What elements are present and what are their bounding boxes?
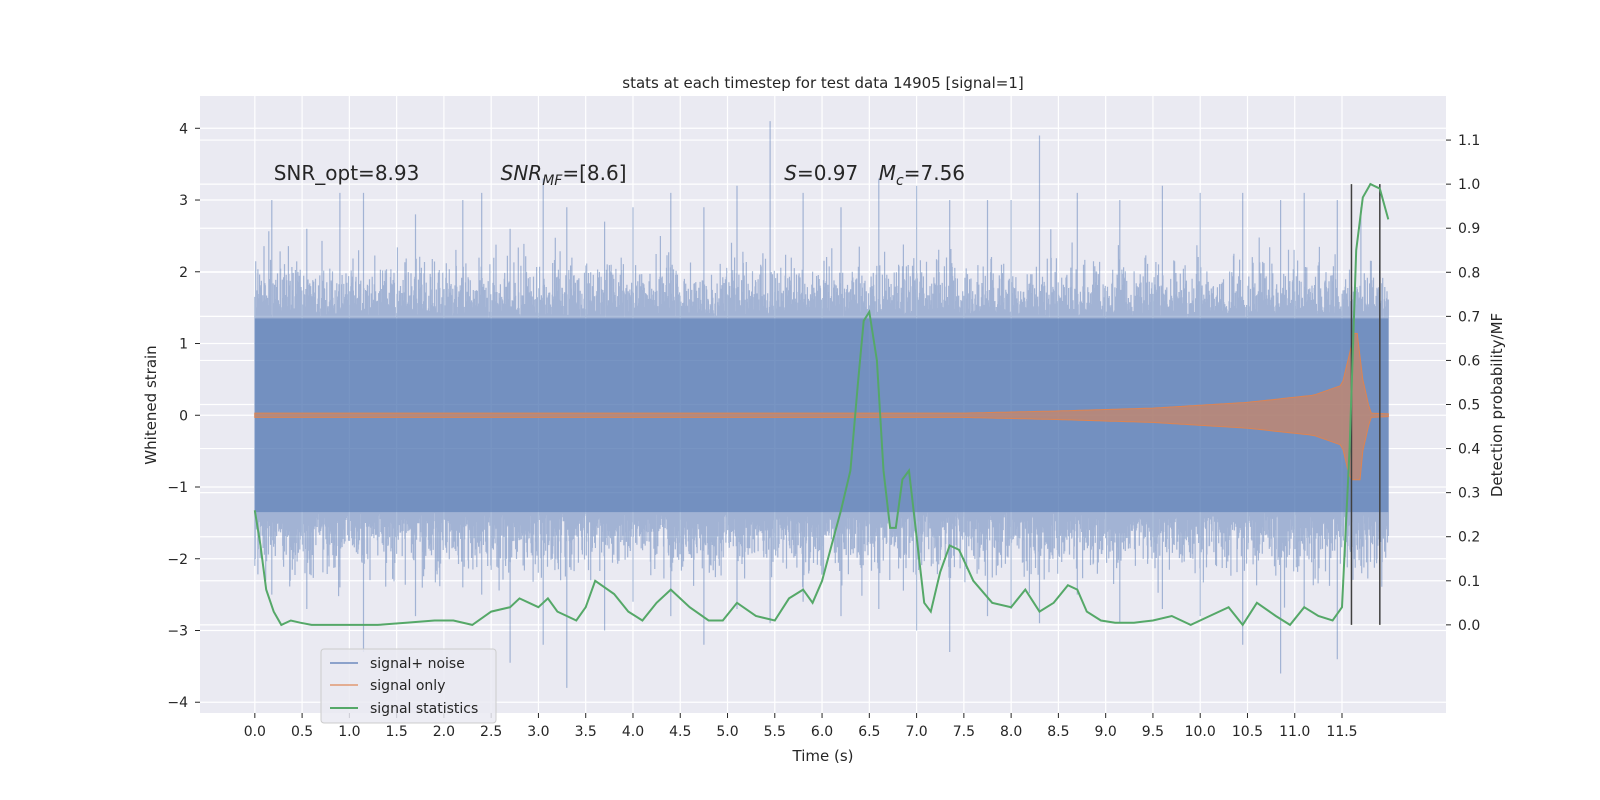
x-tick-label: 3.0 [527,724,549,740]
y-left-tick-label: 0 [179,408,188,424]
y-right-tick-label: 0.3 [1458,486,1480,502]
y-left-ticks: −4 −3 −2 −1 0 1 2 3 4 [167,121,200,711]
y-right-axis-label: Detection probability/MF [1488,313,1506,497]
x-tick-label: 6.0 [811,724,833,740]
statistics-line [253,182,1390,627]
x-tick-label: 10.5 [1232,724,1263,740]
annotation-snr-mf-base: SNR [501,161,543,185]
annotation-s: S=0.97 [784,161,858,185]
y-right-tick-label: 0.1 [1458,574,1480,590]
annotation-s-value: =0.97 [797,161,858,185]
annotations: SNR_opt=8.93 SNRMF=[8.6] S=0.97 Mc=7.56 [274,161,965,189]
x-tick-label: 7.0 [905,724,927,740]
y-left-tick-label: 3 [179,193,188,209]
x-tick-label: 6.5 [858,724,880,740]
y-left-tick-label: 1 [179,337,188,353]
y-right-tick-label: 0.7 [1458,309,1480,325]
chart-title: stats at each timestep for test data 149… [622,74,1023,92]
y-left-tick-label: 4 [179,121,188,137]
x-axis-label: Time (s) [792,747,854,765]
y-right-tick-label: 1.0 [1458,177,1480,193]
x-ticks: 0.0 0.5 1.0 1.5 2.0 2.5 3.0 3.5 4.0 4.5 5.0 5.5 6.0 6… [244,713,1358,740]
y-left-tick-label: −3 [167,623,188,639]
y-right-tick-label: 0.6 [1458,353,1480,369]
annotation-mc-base: M [879,161,896,185]
legend-label-signal-noise: signal+ noise [370,656,465,672]
x-tick-label: 8.5 [1047,724,1069,740]
x-tick-label: 11.0 [1279,724,1310,740]
y-right-tick-label: 0.8 [1458,265,1480,281]
x-tick-label: 1.0 [338,724,360,740]
x-tick-label: 3.5 [575,724,597,740]
x-tick-label: 7.5 [953,724,975,740]
x-tick-label: 2.0 [433,724,455,740]
y-right-tick-label: 0.2 [1458,530,1480,546]
x-tick-label: 8.0 [1000,724,1022,740]
y-right-tick-label: 0.9 [1458,221,1480,237]
y-right-ticks: 0.0 0.1 0.2 0.3 0.4 0.5 0.6 0.7 0.8 0.9 1.0 1.1 [1446,133,1480,634]
x-tick-label: 0.0 [244,724,266,740]
annotation-snr-mf-sub: MF [542,173,563,189]
y-left-axis-label: Whitened strain [142,345,160,464]
annotation-s-base: S [784,161,797,185]
chirp-envelope [254,332,1389,481]
annotation-mc-sub: c [896,173,904,189]
y-left-tick-label: −1 [167,480,188,496]
x-tick-label: 0.5 [291,724,313,740]
annotation-snr-mf-value: =[8.6] [562,161,626,185]
y-left-tick-label: 2 [179,265,188,281]
annotation-snr-mf: SNRMF=[8.6] [501,161,627,189]
x-tick-label: 4.0 [622,724,644,740]
legend: signal+ noise signal only signal statist… [320,648,497,724]
x-tick-label: 1.5 [386,724,408,740]
x-tick-label: 5.0 [716,724,738,740]
legend-label-signal-statistics: signal statistics [370,701,478,717]
series-signal-statistics [253,182,1390,627]
annotation-mc: Mc=7.56 [879,161,965,189]
y-right-tick-label: 0.4 [1458,442,1480,458]
annotation-mc-value: =7.56 [904,161,965,185]
y-right-tick-label: 0.0 [1458,618,1480,634]
legend-label-signal-only: signal only [370,678,445,694]
x-tick-label: 9.0 [1095,724,1117,740]
x-tick-label: 5.5 [764,724,786,740]
y-left-tick-label: −4 [167,695,188,711]
x-tick-label: 9.5 [1142,724,1164,740]
x-tick-label: 10.0 [1185,724,1216,740]
y-left-tick-label: −2 [167,552,188,568]
x-tick-label: 4.5 [669,724,691,740]
series-signal-only [254,332,1389,481]
annotation-snr-opt: SNR_opt=8.93 [274,161,420,185]
legend-box [320,648,497,724]
x-tick-label: 11.5 [1326,724,1357,740]
y-right-tick-label: 1.1 [1458,133,1480,149]
y-right-tick-label: 0.5 [1458,398,1480,414]
x-tick-label: 2.5 [480,724,502,740]
